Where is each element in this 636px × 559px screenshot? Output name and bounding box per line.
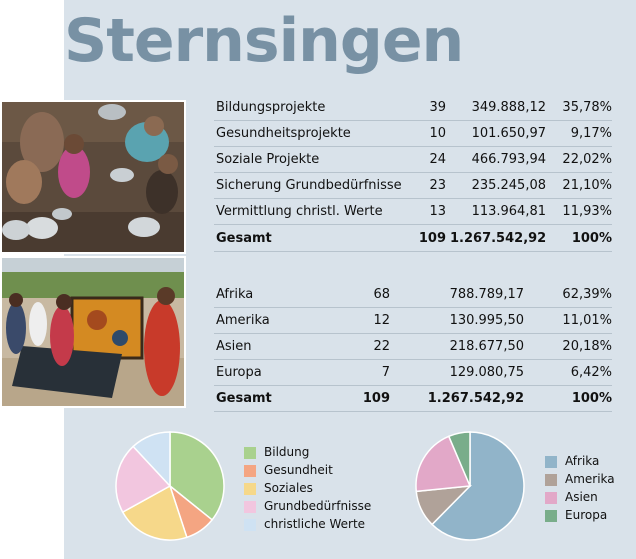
pie-slice-bildung bbox=[169, 431, 225, 521]
table-row: Amerika 12 130.995,50 11,01% bbox=[214, 307, 612, 334]
total-amount: 1.267.542,92 bbox=[427, 391, 524, 406]
row-amount: 235.245,08 bbox=[471, 178, 546, 193]
legend-swatch bbox=[545, 492, 557, 504]
row-label: Soziale Projekte bbox=[216, 152, 320, 167]
row-label: Asien bbox=[216, 339, 252, 354]
row-amount: 466.793,94 bbox=[471, 152, 546, 167]
projects-pie-chart bbox=[115, 431, 225, 541]
pie-slice-grundbedürfnisse bbox=[115, 445, 172, 514]
photo-children-eating-image bbox=[2, 102, 184, 252]
regions-pie-chart bbox=[415, 431, 525, 541]
row-count: 23 bbox=[429, 178, 446, 193]
row-amount: 113.964,81 bbox=[471, 204, 546, 219]
photo-children-eating bbox=[0, 100, 186, 254]
row-count: 7 bbox=[381, 365, 390, 380]
row-percent: 20,18% bbox=[562, 339, 612, 354]
table-row: Soziale Projekte 24 466.793,94 22,02% bbox=[214, 146, 612, 173]
legend-label: Asien bbox=[565, 490, 598, 504]
row-percent: 35,78% bbox=[562, 100, 612, 115]
legend-swatch bbox=[244, 519, 256, 531]
row-amount: 130.995,50 bbox=[449, 313, 524, 328]
row-count: 22 bbox=[373, 339, 390, 354]
legend-swatch bbox=[244, 465, 256, 477]
legend-label: Afrika bbox=[565, 454, 600, 468]
legend-label: Europa bbox=[565, 508, 608, 522]
table-row: Vermittlung christl. Werte 13 113.964,81… bbox=[214, 198, 612, 225]
pie-slice-soziales bbox=[121, 484, 188, 541]
pie-slice-christliche-werte bbox=[132, 431, 171, 488]
legend-label: Soziales bbox=[264, 481, 313, 495]
legend-swatch bbox=[545, 510, 557, 522]
table-row: Asien 22 218.677,50 20,18% bbox=[214, 333, 612, 360]
legend-swatch bbox=[244, 483, 256, 495]
row-amount: 218.677,50 bbox=[449, 339, 524, 354]
row-percent: 62,39% bbox=[562, 287, 612, 302]
row-percent: 22,02% bbox=[562, 152, 612, 167]
row-count: 68 bbox=[373, 287, 390, 302]
total-label: Gesamt bbox=[216, 391, 272, 406]
legend-swatch bbox=[545, 456, 557, 468]
total-percent: 100% bbox=[571, 391, 612, 406]
row-count: 24 bbox=[429, 152, 446, 167]
table-row: Europa 7 129.080,75 6,42% bbox=[214, 359, 612, 386]
legend-label: Bildung bbox=[264, 445, 310, 459]
total-amount: 1.267.542,92 bbox=[450, 231, 547, 246]
row-label: Gesundheitsprojekte bbox=[216, 126, 351, 141]
row-label: Bildungsprojekte bbox=[216, 100, 326, 115]
pie-slice-afrika bbox=[431, 431, 525, 541]
row-count: 39 bbox=[429, 100, 446, 115]
row-percent: 11,93% bbox=[562, 204, 612, 219]
row-percent: 9,17% bbox=[570, 126, 612, 141]
row-label: Europa bbox=[216, 365, 262, 380]
row-percent: 11,01% bbox=[562, 313, 612, 328]
table-row: Afrika 68 788.789,17 62,39% bbox=[214, 281, 612, 308]
table-total-row: Gesamt 109 1.267.542,92 100% bbox=[214, 225, 612, 252]
row-count: 10 bbox=[429, 126, 446, 141]
row-label: Vermittlung christl. Werte bbox=[216, 204, 383, 219]
row-amount: 349.888,12 bbox=[471, 100, 546, 115]
legend-label: Grundbedürfnisse bbox=[264, 499, 372, 513]
total-percent: 100% bbox=[571, 231, 612, 246]
photo-fabric-market-image bbox=[2, 258, 184, 406]
row-count: 12 bbox=[373, 313, 390, 328]
pie-slice-europa bbox=[447, 431, 471, 487]
row-label: Sicherung Grundbedürfnisse bbox=[216, 178, 402, 193]
table-row: Gesundheitsprojekte 10 101.650,97 9,17% bbox=[214, 120, 612, 147]
legend-label: christliche Werte bbox=[264, 517, 366, 531]
row-percent: 6,42% bbox=[570, 365, 612, 380]
total-label: Gesamt bbox=[216, 231, 272, 246]
table-row: Bildungsprojekte 39 349.888,12 35,78% bbox=[214, 94, 612, 121]
total-count: 109 bbox=[362, 391, 390, 406]
legend-label: Gesundheit bbox=[264, 463, 333, 477]
photo-fabric-market bbox=[0, 256, 186, 408]
row-amount: 788.789,17 bbox=[449, 287, 524, 302]
legend-swatch bbox=[545, 474, 557, 486]
row-label: Amerika bbox=[216, 313, 270, 328]
legend-swatch bbox=[244, 447, 256, 459]
row-percent: 21,10% bbox=[562, 178, 612, 193]
row-count: 13 bbox=[429, 204, 446, 219]
row-amount: 129.080,75 bbox=[449, 365, 524, 380]
table-total-row: Gesamt 109 1.267.542,92 100% bbox=[214, 385, 612, 412]
row-amount: 101.650,97 bbox=[471, 126, 546, 141]
page-title: Sternsingen bbox=[64, 6, 464, 76]
legend-label: Amerika bbox=[565, 472, 615, 486]
table-row: Sicherung Grundbedürfnisse 23 235.245,08… bbox=[214, 172, 612, 199]
total-count: 109 bbox=[418, 231, 446, 246]
pie-slice-asien bbox=[415, 435, 472, 493]
row-label: Afrika bbox=[216, 287, 254, 302]
legend-swatch bbox=[244, 501, 256, 513]
